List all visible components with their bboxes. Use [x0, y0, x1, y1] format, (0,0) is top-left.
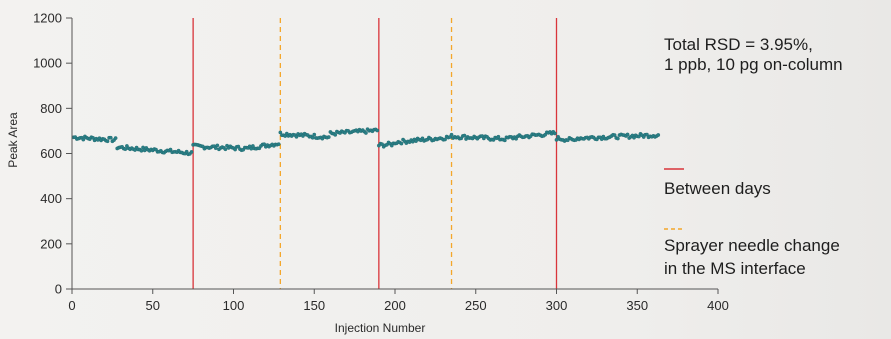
y-tick-label-200: 200 — [40, 236, 62, 251]
data-point — [189, 150, 194, 154]
data-point — [553, 131, 557, 136]
y-tick-label-1000: 1000 — [33, 56, 62, 71]
data-point — [502, 138, 507, 143]
x-tick-label-200: 200 — [384, 298, 406, 313]
y-tick-label-600: 600 — [40, 146, 62, 161]
data-point — [364, 131, 368, 135]
x-tick-label-400: 400 — [707, 298, 729, 313]
x-tick-label-150: 150 — [303, 298, 325, 313]
legend-needle-change-label-line-2: in the MS interface — [664, 259, 806, 278]
y-axis-title: Peak Area — [6, 112, 20, 168]
data-point — [278, 130, 283, 135]
y-tick-label-1200: 1200 — [33, 11, 62, 26]
axes — [71, 18, 718, 290]
data-point — [81, 137, 86, 142]
legend-needle-change-label-line-1: Sprayer needle change — [664, 236, 840, 255]
y-axis-ticks: 0 200 400 600 800 1000 1200 — [33, 11, 72, 297]
y-tick-label-0: 0 — [55, 282, 62, 297]
data-point — [645, 132, 649, 137]
data-point — [326, 135, 331, 139]
data-point — [462, 133, 467, 138]
data-point — [554, 137, 559, 142]
data-point — [333, 132, 338, 137]
data-point — [105, 139, 110, 144]
data-point — [496, 134, 501, 139]
data-point — [637, 134, 641, 139]
data-point — [443, 137, 447, 142]
x-tick-label-100: 100 — [223, 298, 245, 313]
data-point — [139, 148, 144, 153]
x-tick-label-350: 350 — [626, 298, 648, 313]
data-point — [276, 142, 281, 147]
y-tick-label-800: 800 — [40, 101, 62, 116]
x-tick-label-250: 250 — [465, 298, 487, 313]
data-point — [616, 136, 620, 141]
x-axis-title: Injection Number — [335, 321, 426, 335]
data-point — [294, 134, 299, 139]
data-point — [168, 147, 173, 152]
data-points — [71, 127, 661, 157]
x-tick-label-0: 0 — [68, 298, 75, 313]
data-point — [612, 133, 617, 137]
y-tick-label-400: 400 — [40, 191, 62, 206]
data-point — [312, 132, 317, 137]
data-point — [625, 132, 630, 137]
data-point — [233, 147, 237, 152]
rsd-annotation-line-1: Total RSD = 3.95%, — [664, 35, 813, 54]
data-point — [213, 146, 218, 150]
x-tick-label-50: 50 — [146, 298, 160, 313]
event-lines — [192, 18, 558, 289]
data-point — [449, 132, 454, 137]
legend-between-days-label: Between days — [664, 179, 771, 198]
data-point — [113, 136, 118, 140]
data-point — [215, 143, 220, 148]
data-point — [399, 141, 404, 146]
data-point — [656, 133, 661, 137]
data-point — [123, 147, 128, 151]
data-point — [310, 135, 315, 140]
data-point — [236, 144, 241, 149]
data-point — [375, 128, 380, 133]
data-point — [184, 149, 189, 154]
x-tick-label-300: 300 — [546, 298, 568, 313]
data-point — [108, 135, 113, 140]
data-point — [223, 147, 228, 152]
rsd-annotation-line-2: 1 ppb, 10 pg on-column — [664, 55, 843, 74]
x-axis-ticks: 0 50 100 150 200 250 300 350 400 — [68, 289, 729, 313]
